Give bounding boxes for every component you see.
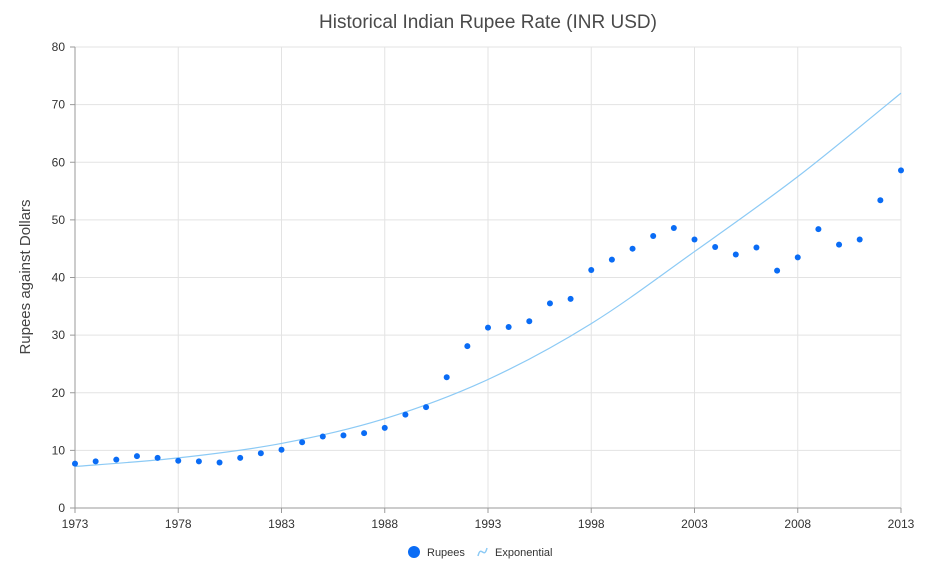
y-axis-label: Rupees against Dollars [17,199,34,354]
rupee-data-point[interactable] [774,267,781,274]
x-tick-label: 2008 [784,517,811,531]
rupee-data-point[interactable] [794,254,801,261]
rupee-data-point[interactable] [546,300,553,307]
scatter-series [72,167,904,467]
rupee-data-point[interactable] [175,457,182,464]
rupee-data-point[interactable] [856,236,863,243]
rupee-data-point[interactable] [526,318,533,325]
x-tick-label: 1993 [475,517,502,531]
legend-label: Exponential [495,547,553,559]
rupee-data-point[interactable] [113,456,120,463]
rupee-data-point[interactable] [691,236,698,243]
x-tick-label: 2003 [681,517,708,531]
x-tick-label: 1978 [165,517,192,531]
rupee-data-point[interactable] [567,295,574,302]
rupee-data-point[interactable] [815,226,822,233]
x-tick-label: 1988 [371,517,398,531]
rupee-data-point[interactable] [278,446,285,453]
rupee-data-point[interactable] [299,439,306,446]
rupee-data-point[interactable] [505,324,512,331]
x-tick-label: 1973 [62,517,89,531]
rupee-data-point[interactable] [402,411,409,418]
legend-item-exponential[interactable]: Exponential [477,547,553,559]
legend-item-rupees[interactable]: Rupees [408,546,465,559]
x-tick-label: 2013 [888,517,915,531]
legend[interactable]: Rupees Exponential [408,546,553,559]
rupee-data-point[interactable] [608,256,615,263]
rupee-data-point[interactable] [319,433,326,440]
y-tick-label: 0 [58,501,65,515]
rupee-data-point[interactable] [237,454,244,461]
y-tick-label: 70 [52,98,66,112]
rupee-data-point[interactable] [650,233,657,240]
rupee-data-point[interactable] [381,424,388,431]
tick-labels: 0 10 20 30 40 50 60 70 80 1973 1978 1983 1988 1993 199… [52,40,915,531]
rupee-data-point[interactable] [712,243,719,250]
rupee-data-point[interactable] [588,267,595,274]
rupee-data-point[interactable] [464,343,471,350]
rupee-data-point[interactable] [753,244,760,251]
y-tick-label: 20 [52,386,66,400]
rupee-data-point[interactable] [877,197,884,204]
rupee-data-point[interactable] [629,245,636,252]
x-tick-label: 1998 [578,517,605,531]
chart-title: Historical Indian Rupee Rate (INR USD) [319,12,657,33]
rupee-data-point[interactable] [361,430,368,437]
rupee-data-point[interactable] [257,450,264,457]
legend-label: Rupees [427,547,465,559]
grid-lines [75,46,902,508]
legend-marker-circle-icon [408,546,420,558]
trendline-series [74,92,902,468]
legend-marker-wave-icon [477,547,488,557]
rupee-data-point[interactable] [423,404,430,411]
y-tick-label: 30 [52,328,66,342]
rupee-data-point[interactable] [443,374,450,381]
y-tick-label: 10 [52,443,66,457]
rupee-data-point[interactable] [836,241,843,248]
y-tick-label: 60 [52,155,66,169]
rupee-data-point[interactable] [670,224,677,231]
y-tick-label: 80 [52,40,66,54]
rupee-data-point[interactable] [92,458,99,465]
rupee-data-point[interactable] [898,167,904,174]
rupee-data-point[interactable] [195,458,202,465]
rupee-data-point[interactable] [133,453,140,460]
rupee-data-point[interactable] [485,324,491,331]
x-tick-label: 1983 [268,517,295,531]
axes [70,46,902,513]
exponential-trendline [74,92,902,468]
y-tick-label: 40 [52,271,66,285]
rupee-data-point[interactable] [216,459,223,466]
rupee-data-point[interactable] [732,251,739,258]
rupee-data-point[interactable] [340,432,347,439]
rupee-data-point[interactable] [72,460,78,467]
rupee-data-point[interactable] [154,454,161,461]
y-tick-label: 50 [52,213,66,227]
